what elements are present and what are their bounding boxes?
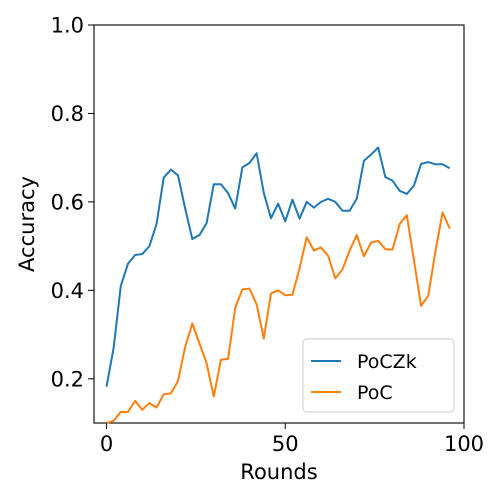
legend-label-poczk: PoCZk — [357, 351, 417, 373]
y-tick-label: 0.6 — [51, 190, 84, 214]
x-axis-label: Rounds — [240, 460, 317, 484]
x-tick-label: 0 — [100, 432, 113, 456]
x-tick-label: 50 — [272, 432, 299, 456]
y-tick-label: 1.0 — [51, 14, 84, 38]
legend-label-poc: PoC — [357, 382, 393, 404]
y-tick-label: 0.8 — [51, 102, 84, 126]
y-tick-label: 0.4 — [51, 279, 84, 303]
legend: PoCZk PoC — [303, 339, 454, 412]
x-tick-label: 100 — [444, 432, 484, 456]
y-tick-label: 0.2 — [51, 367, 84, 391]
y-axis-label: Accuracy — [15, 176, 39, 272]
